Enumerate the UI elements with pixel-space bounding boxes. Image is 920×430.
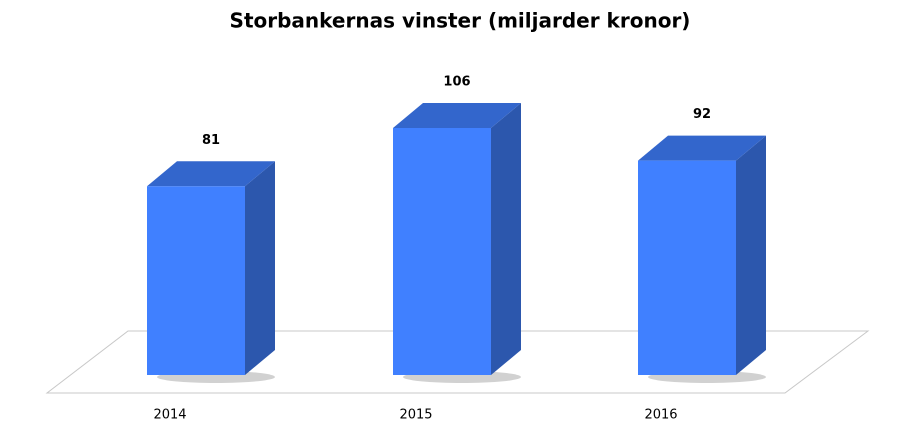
value-label: 92 [693, 107, 711, 122]
bar [638, 160, 736, 375]
bar [393, 128, 491, 375]
chart-title: Storbankernas vinster (miljarder kronor) [230, 9, 691, 33]
x-tick-label: 2016 [644, 408, 677, 423]
value-label: 106 [443, 75, 470, 90]
bar-top [147, 161, 275, 187]
x-tick-label: 2014 [153, 408, 186, 423]
bar-side [736, 135, 766, 375]
x-tick-label: 2015 [399, 408, 432, 423]
bar-top [393, 103, 521, 128]
bar-side [491, 103, 521, 375]
bar-side [245, 161, 275, 375]
bar-top [638, 135, 766, 161]
value-label: 81 [202, 133, 220, 148]
bar [147, 186, 245, 375]
